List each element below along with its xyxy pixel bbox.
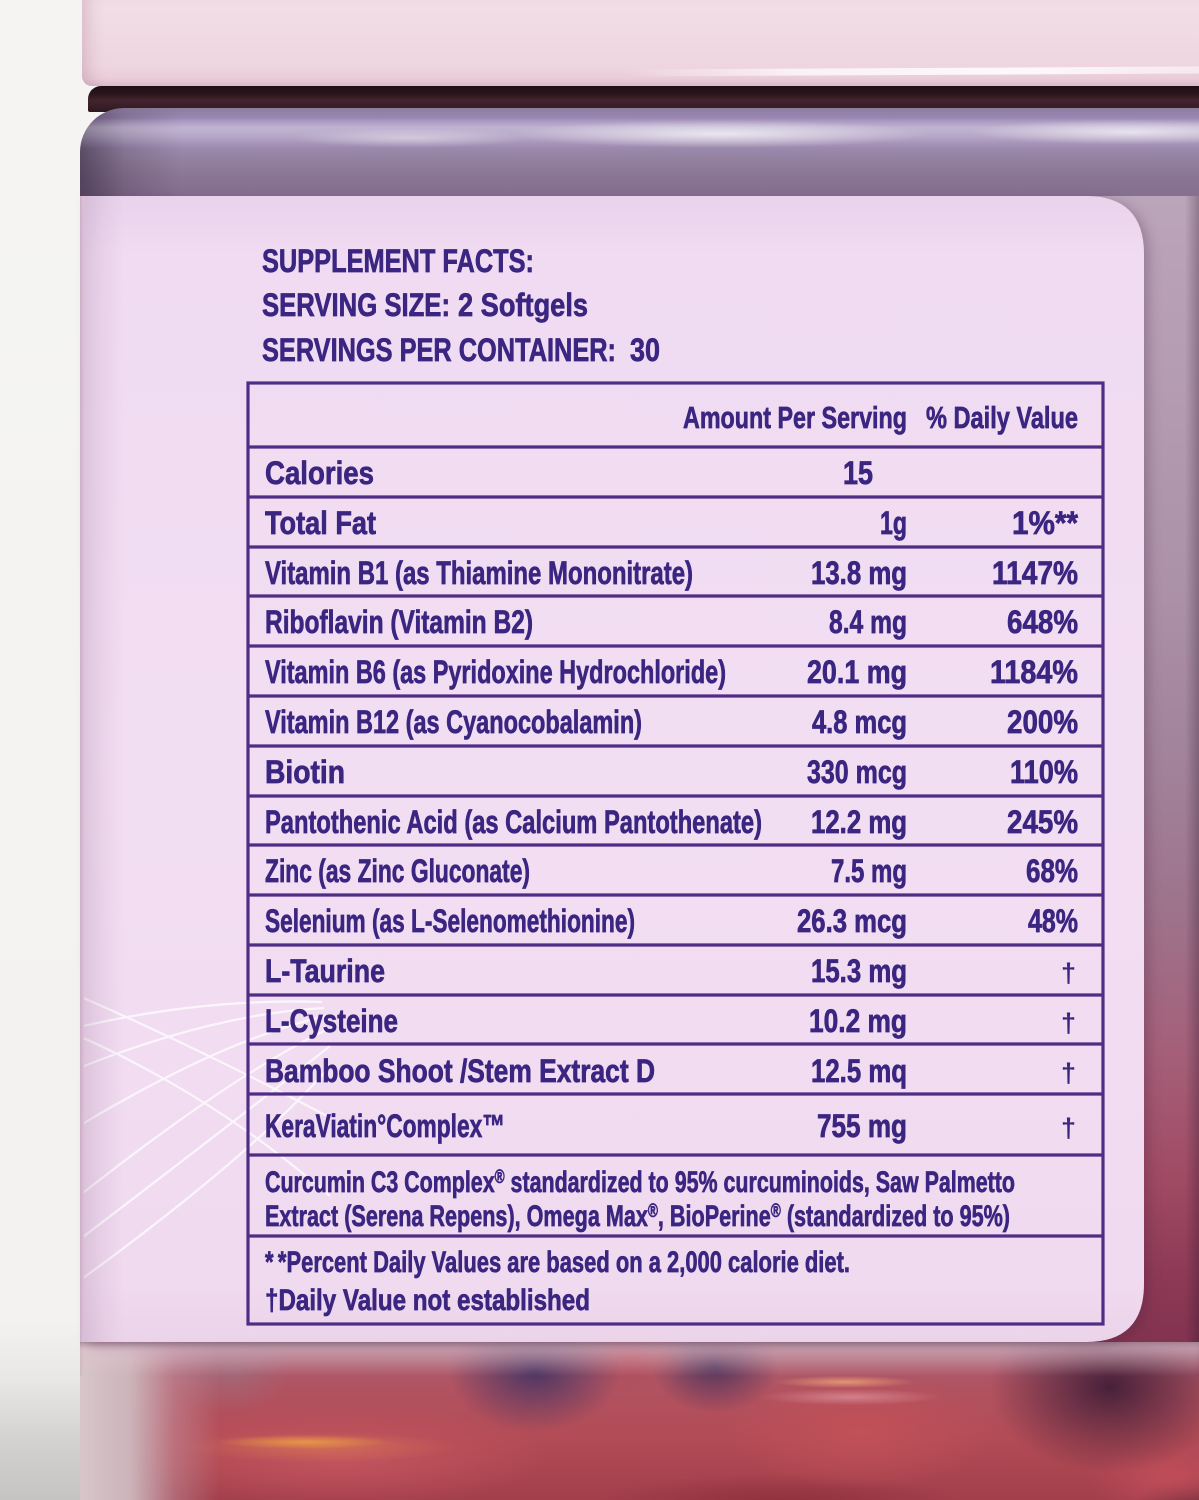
svg-text:Extract (Serena Repens), Omega: Extract (Serena Repens), Omega Max®, Bio… (265, 1200, 1010, 1233)
svg-text:12.2 mg: 12.2 mg (811, 804, 907, 840)
svg-text:20.1 mg: 20.1 mg (807, 654, 907, 690)
svg-text:2 Softgels: 2 Softgels (458, 287, 588, 323)
svg-text:1184%: 1184% (990, 654, 1078, 690)
svg-text:1%**: 1%** (1012, 505, 1079, 541)
svg-text:* *Percent Daily Values are ba: * *Percent Daily Values are based on a 2… (265, 1246, 850, 1279)
svg-text:12.5 mq: 12.5 mq (811, 1053, 907, 1089)
svg-text:648%: 648% (1007, 604, 1078, 640)
svg-text:SERVINGS PER CONTAINER:: SERVINGS PER CONTAINER: (262, 332, 616, 368)
svg-text:Biotin: Biotin (265, 754, 345, 790)
svg-text:4.8 mcg: 4.8 mcg (812, 704, 907, 740)
svg-text:30: 30 (630, 332, 660, 368)
svg-text:Pantothenic Acid (as Calcium P: Pantothenic Acid (as Calcium Pantothenat… (265, 804, 762, 840)
svg-text:% Daily Value: % Daily Value (926, 400, 1078, 435)
svg-text:755 mg: 755 mg (817, 1108, 907, 1144)
svg-text:Riboflavin (Vitamin B2): Riboflavin (Vitamin B2) (265, 604, 533, 640)
svg-text:Vitamin B6 (as Pyridoxine Hydr: Vitamin B6 (as Pyridoxine Hydrochloride) (265, 654, 726, 690)
svg-text:26.3 mcg: 26.3 mcg (797, 903, 907, 939)
svg-text:7.5 mg: 7.5 mg (831, 853, 907, 889)
svg-text:10.2 mg: 10.2 mg (809, 1003, 907, 1039)
svg-text:Vitamin B1 (as Thiamine Mononi: Vitamin B1 (as Thiamine Mononitrate) (265, 555, 693, 591)
svg-text:†: † (1061, 1008, 1076, 1038)
svg-text:15.3 mg: 15.3 mg (811, 953, 907, 989)
svg-text:†: † (1061, 1058, 1076, 1088)
svg-text:Zinc (as Zinc Gluconate): Zinc (as Zinc Gluconate) (265, 853, 530, 889)
svg-text:15: 15 (843, 455, 873, 491)
svg-text:Total Fat: Total Fat (265, 505, 376, 541)
svg-text:†Daily Value not established: †Daily Value not established (265, 1284, 590, 1317)
svg-text:68%: 68% (1026, 853, 1078, 889)
svg-text:L-Taurine: L-Taurine (265, 953, 385, 989)
svg-text:SERVING SIZE:: SERVING SIZE: (262, 287, 450, 323)
svg-text:Bamboo Shoot /Stem Extract D: Bamboo Shoot /Stem Extract D (265, 1053, 655, 1089)
svg-text:330 mcg: 330 mcg (807, 754, 907, 790)
svg-text:L-Cysteine: L-Cysteine (265, 1003, 398, 1039)
svg-text:1g: 1g (880, 505, 907, 541)
svg-text:Calories: Calories (265, 455, 374, 491)
svg-text:Selenium (as L-Selenomethionin: Selenium (as L-Selenomethionine) (265, 903, 635, 939)
svg-text:Amount Per Serving: Amount Per Serving (683, 400, 907, 435)
svg-text:SUPPLEMENT FACTS:: SUPPLEMENT FACTS: (262, 243, 534, 279)
svg-text:KeraViatin°Complex™: KeraViatin°Complex™ (265, 1108, 505, 1144)
svg-text:245%: 245% (1007, 804, 1078, 840)
svg-text:48%: 48% (1028, 903, 1078, 939)
svg-text:13.8 mg: 13.8 mg (811, 555, 907, 591)
svg-text:110%: 110% (1010, 754, 1078, 790)
svg-text:†: † (1061, 958, 1076, 988)
svg-text:Curcumin C3 Complex® standardi: Curcumin C3 Complex® standardized to 95%… (265, 1166, 1015, 1199)
svg-text:200%: 200% (1007, 704, 1078, 740)
svg-text:Vitamin B12 (as Cyanocobalamin: Vitamin B12 (as Cyanocobalamin) (265, 704, 642, 740)
svg-text:†: † (1061, 1113, 1076, 1143)
svg-text:8.4 mg: 8.4 mg (829, 604, 907, 640)
svg-text:1147%: 1147% (992, 555, 1078, 591)
